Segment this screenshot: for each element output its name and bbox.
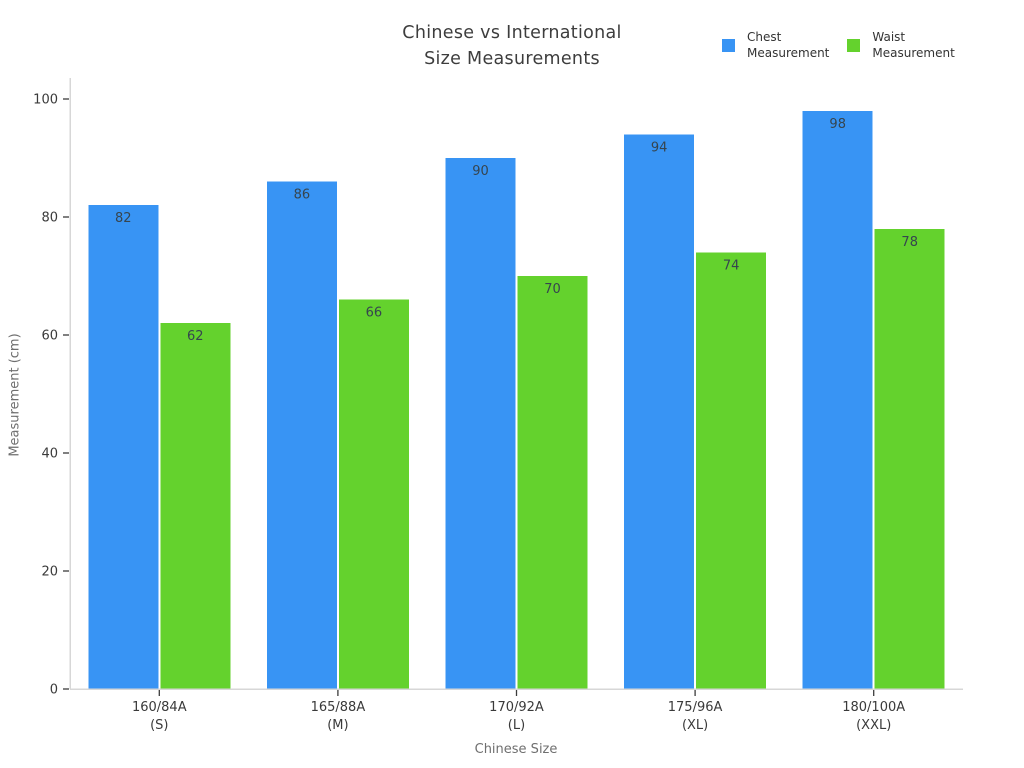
bar-value-label-waist-measurement-3: 74 bbox=[723, 258, 740, 273]
bar-chest-measurement-0 bbox=[88, 205, 159, 689]
x-tick-label-4-line2: (XXL) bbox=[856, 718, 891, 733]
y-tick-label-60: 60 bbox=[41, 329, 58, 344]
bar-value-label-chest-measurement-0: 82 bbox=[115, 211, 132, 226]
x-tick-label-0-line1: 160/84A bbox=[132, 700, 187, 715]
y-tick-label-80: 80 bbox=[41, 211, 58, 226]
bar-chest-measurement-4 bbox=[802, 110, 873, 690]
y-tick-label-0: 0 bbox=[50, 683, 58, 698]
x-tick-label-2-line2: (L) bbox=[508, 718, 525, 733]
bar-value-label-chest-measurement-1: 86 bbox=[294, 188, 311, 203]
y-tick-label-40: 40 bbox=[41, 447, 58, 462]
bar-waist-measurement-1 bbox=[338, 299, 409, 689]
legend-label-chest: Chest Measurement bbox=[747, 30, 830, 60]
x-tick-label-1-line1: 165/88A bbox=[311, 700, 366, 715]
y-tick-label-100: 100 bbox=[33, 93, 58, 108]
chart-title: Chinese vs International Size Measuremen… bbox=[402, 23, 622, 69]
y-tick-label-20: 20 bbox=[41, 565, 58, 580]
bar-value-label-waist-measurement-4: 78 bbox=[901, 235, 918, 250]
bar-waist-measurement-3 bbox=[696, 252, 767, 689]
x-tick-label-2-line1: 170/92A bbox=[489, 700, 544, 715]
y-axis-title: Measurement (cm) bbox=[7, 333, 23, 457]
bar-value-label-chest-measurement-4: 98 bbox=[829, 117, 846, 132]
x-axis-title: Chinese Size bbox=[474, 742, 558, 757]
x-tick-label-3-line1: 175/96A bbox=[668, 700, 723, 715]
bar-waist-measurement-0 bbox=[160, 323, 231, 689]
bar-value-label-waist-measurement-0: 62 bbox=[187, 329, 204, 344]
bar-value-label-waist-measurement-1: 66 bbox=[366, 306, 383, 321]
x-tick-label-4-line1: 180/100A bbox=[842, 700, 905, 715]
legend-swatch-waist-icon bbox=[847, 39, 861, 52]
legend-label-waist: Waist Measurement bbox=[872, 30, 955, 60]
x-tick-label-0-line2: (S) bbox=[150, 718, 168, 733]
legend-item-waist[interactable]: Waist Measurement bbox=[847, 30, 955, 61]
legend-swatch-chest-icon bbox=[722, 39, 735, 52]
legend-item-chest[interactable]: Chest Measurement bbox=[722, 30, 829, 61]
x-tick-label-3-line2: (XL) bbox=[682, 718, 708, 733]
bar-value-label-chest-measurement-3: 94 bbox=[651, 140, 668, 155]
bar-chest-measurement-1 bbox=[266, 181, 337, 689]
bar-chest-measurement-2 bbox=[445, 158, 516, 689]
bar-waist-measurement-4 bbox=[874, 228, 945, 690]
legend: Chest Measurement Waist Measurement bbox=[722, 30, 955, 61]
x-tick-label-1-line2: (M) bbox=[327, 718, 348, 733]
bar-value-label-waist-measurement-2: 70 bbox=[544, 282, 561, 297]
bar-waist-measurement-2 bbox=[517, 276, 588, 689]
bar-chest-measurement-3 bbox=[624, 134, 695, 689]
bar-value-label-chest-measurement-2: 90 bbox=[472, 164, 489, 179]
